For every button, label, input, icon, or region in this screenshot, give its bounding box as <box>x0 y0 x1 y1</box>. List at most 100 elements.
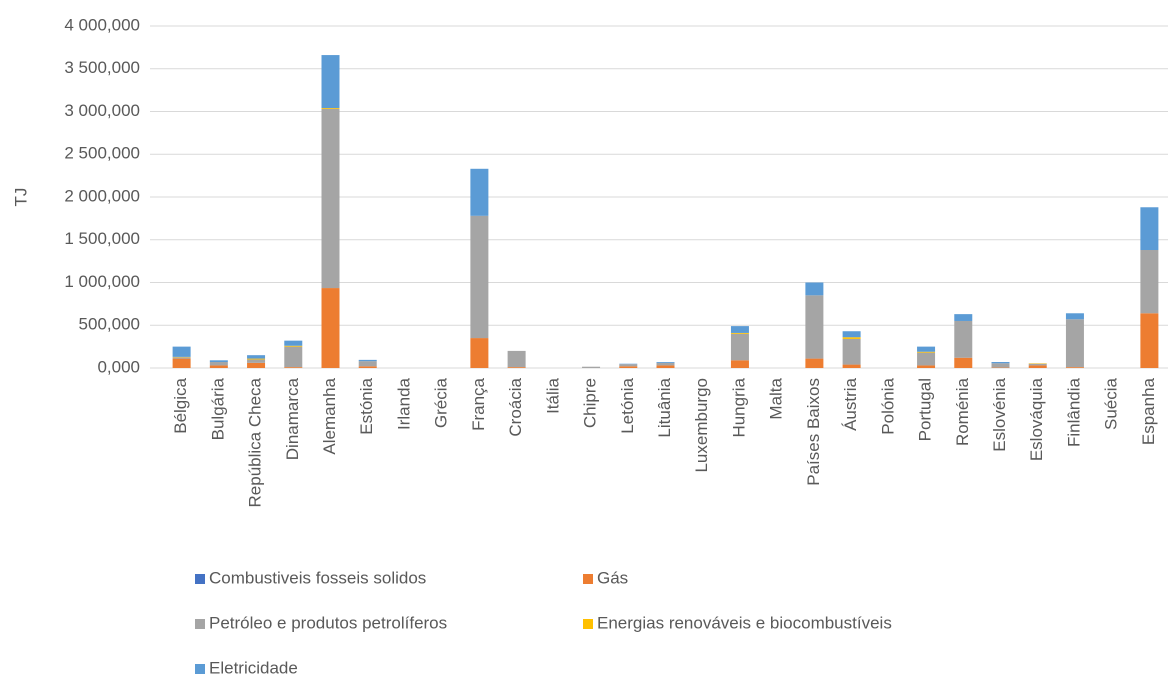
y-tick-label: 0,000 <box>97 357 140 376</box>
bar-segment <box>1140 313 1159 368</box>
x-tick-label: Portugal <box>916 378 935 441</box>
x-tick-label: Estónia <box>357 377 376 434</box>
bar-segment <box>656 362 675 366</box>
bar-segment <box>730 326 749 333</box>
bar-segment <box>470 215 489 339</box>
bar-segment <box>656 362 675 363</box>
y-tick-label: 2 500,000 <box>64 144 140 163</box>
bar-segment <box>917 351 936 353</box>
x-tick-label: Áustria <box>841 377 860 430</box>
bar-segment <box>991 362 1010 364</box>
bar-segment <box>172 357 191 359</box>
bar-segment <box>917 352 936 366</box>
x-tick-label: Luxemburgo <box>692 378 711 473</box>
bar-segment <box>730 333 749 361</box>
bar-segment <box>1028 363 1047 366</box>
legend-swatch <box>195 619 205 629</box>
bar-segment <box>1065 313 1084 320</box>
bar-segment <box>247 359 266 363</box>
y-tick-label: 2 000,000 <box>64 186 140 205</box>
bar-segment <box>1065 319 1084 368</box>
x-tick-label: República Checa <box>246 377 265 507</box>
legend-label: Gás <box>597 568 628 587</box>
bar-segment <box>209 360 228 363</box>
x-tick-label: Suécia <box>1102 377 1121 430</box>
legend-label: Petróleo e produtos petrolíferos <box>209 613 447 632</box>
x-tick-label: Chipre <box>581 378 600 428</box>
bar-segment <box>247 358 266 360</box>
x-tick-label: Alemanha <box>320 377 339 454</box>
legend-label: Combustiveis fosseis solidos <box>209 568 426 587</box>
legend-swatch <box>195 664 205 674</box>
x-tick-label: Países Baixos <box>804 378 823 486</box>
x-tick-label: Croácia <box>506 377 525 436</box>
bar-segment <box>954 357 973 368</box>
bar-segment <box>917 365 936 368</box>
bar-segment <box>209 362 228 366</box>
bar-segment <box>507 350 526 368</box>
x-tick-label: Hungria <box>729 377 748 437</box>
x-tick-label: Dinamarca <box>283 377 302 460</box>
x-tick-label: Lituânia <box>655 377 674 437</box>
y-tick-label: 500,000 <box>79 315 140 334</box>
bar-segment <box>619 364 638 367</box>
bar-segment <box>805 358 824 368</box>
bar-segment <box>507 367 526 368</box>
bar-segment <box>321 108 340 109</box>
bar-segment <box>247 362 266 368</box>
bar-segment <box>954 314 973 321</box>
bar-segment <box>284 367 303 368</box>
bar-segment <box>284 340 303 346</box>
x-tick-label: Grécia <box>432 377 451 428</box>
y-tick-label: 3 500,000 <box>64 58 140 77</box>
bar-segment <box>842 331 861 338</box>
x-tick-label: Bulgária <box>208 377 227 440</box>
x-tick-label: Bélgica <box>171 377 190 433</box>
bar-segment <box>172 346 191 357</box>
x-tick-label: Irlanda <box>394 377 413 430</box>
bar-segment <box>954 320 973 358</box>
bar-segment <box>284 346 303 368</box>
x-tick-label: Eslováquia <box>1027 377 1046 461</box>
bar-segment <box>1065 367 1084 368</box>
bar-segment <box>247 355 266 359</box>
x-tick-label: Eslovénia <box>990 377 1009 451</box>
bar-segment <box>358 359 377 362</box>
y-tick-label: 1 000,000 <box>64 272 140 291</box>
bar-segment <box>321 288 340 368</box>
bar-segment <box>284 345 303 347</box>
legend-swatch <box>195 574 205 584</box>
legend-swatch <box>583 619 593 629</box>
x-tick-label: França <box>469 377 488 430</box>
bar-segment <box>842 338 861 365</box>
bar-segment <box>1140 207 1159 251</box>
bar-segment <box>582 366 601 368</box>
legend-label: Eletricidade <box>209 658 298 677</box>
bar-segment <box>358 366 377 368</box>
bar-segment <box>991 363 1010 368</box>
bar-segment <box>358 361 377 367</box>
bar-segment <box>470 338 489 368</box>
y-axis-label: TJ <box>11 188 30 207</box>
y-tick-label: 1 500,000 <box>64 229 140 248</box>
x-tick-label: Polónia <box>878 377 897 434</box>
x-tick-label: Espanha <box>1139 377 1158 445</box>
bar-segment <box>805 282 824 296</box>
legend-label: Energias renováveis e biocombustíveis <box>597 613 892 632</box>
bar-segment <box>842 337 861 339</box>
bar-segment <box>1140 250 1159 314</box>
y-tick-label: 3 000,000 <box>64 101 140 120</box>
bar-segment <box>172 358 191 368</box>
x-tick-label: Roménia <box>953 377 972 446</box>
bar-segment <box>842 364 861 368</box>
y-tick-label: 4 000,000 <box>64 15 140 34</box>
x-tick-label: Malta <box>767 377 786 419</box>
bar-segment <box>1028 365 1047 368</box>
bar-segment <box>917 346 936 352</box>
legend-swatch <box>583 574 593 584</box>
bar-segment <box>321 55 340 109</box>
bar-segment <box>730 360 749 368</box>
bar-segment <box>209 365 228 368</box>
x-tick-label: Itália <box>543 377 562 413</box>
